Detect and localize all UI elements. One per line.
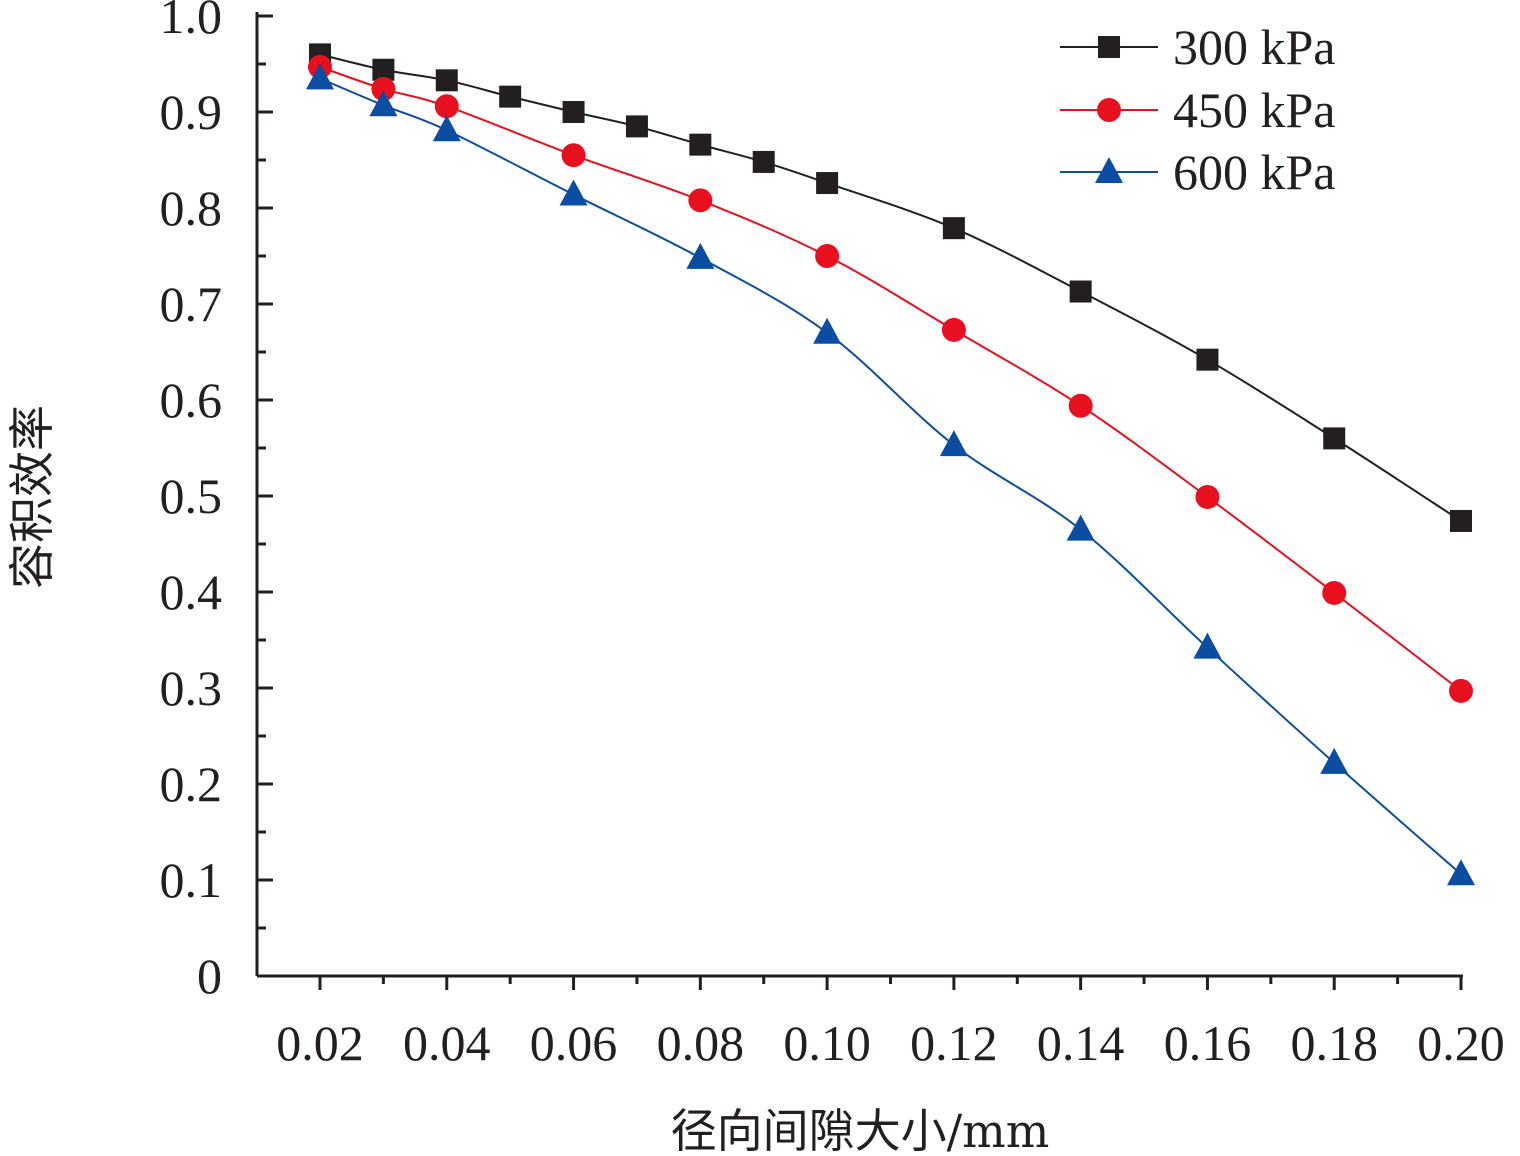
x-tick-label: 0.18	[1290, 1015, 1378, 1071]
data-point-450-kpa	[371, 76, 396, 101]
data-point-300-kpa	[562, 101, 585, 123]
legend-label: 600 kPa	[1173, 144, 1336, 200]
x-tick-label: 0.08	[657, 1015, 745, 1071]
data-point-450-kpa	[1322, 580, 1347, 605]
data-point-300-kpa	[435, 69, 458, 92]
data-point-300-kpa	[1196, 348, 1219, 371]
x-tick-label: 0.04	[403, 1015, 491, 1071]
series-line-300-kpa	[319, 53, 1462, 522]
y-axis-title: 容积效率	[5, 405, 59, 589]
y-tick-label: 0.2	[160, 756, 223, 812]
data-point-450-kpa	[1068, 393, 1093, 418]
data-point-450-kpa	[941, 317, 966, 342]
data-point-600-kpa	[1193, 632, 1222, 659]
data-point-450-kpa	[434, 94, 459, 119]
legend-label: 450 kPa	[1173, 82, 1336, 138]
data-point-600-kpa	[1066, 514, 1095, 541]
plot-area	[306, 43, 1475, 886]
x-tick-label: 0.10	[783, 1015, 871, 1071]
x-tick-label: 0.14	[1037, 1015, 1125, 1071]
x-tick-label: 0.02	[276, 1015, 364, 1071]
data-point-300-kpa	[625, 115, 648, 138]
y-tick-label: 0.8	[160, 180, 223, 236]
series-300-kpa	[309, 43, 1472, 532]
y-tick-label: 1.0	[160, 0, 223, 44]
y-tick-label: 0.7	[160, 276, 223, 332]
data-point-450-kpa	[561, 143, 586, 168]
data-point-300-kpa	[942, 217, 965, 240]
data-point-450-kpa	[1449, 678, 1473, 703]
data-point-450-kpa	[1195, 484, 1220, 509]
series-600-kpa	[306, 63, 1475, 886]
x-tick-label: 0.12	[910, 1015, 998, 1071]
legend: 300 kPa 450 kPa 600 kPa	[1060, 19, 1336, 200]
data-point-600-kpa	[559, 179, 588, 206]
x-tick-label: 0.16	[1164, 1015, 1252, 1071]
y-tick-label: 0.5	[160, 468, 223, 524]
data-point-600-kpa	[369, 90, 398, 117]
data-point-450-kpa	[815, 244, 840, 268]
data-point-600-kpa	[1447, 859, 1475, 886]
y-axis-ticks: 0 0.1 0.2 0.3 0.4 0.5 0.6 0.7 0.8 0.9 1.0	[160, 0, 273, 1004]
data-point-300-kpa	[752, 150, 775, 173]
x-axis-title: 径向间隙大小/mm	[671, 1104, 1050, 1156]
data-point-450-kpa	[688, 188, 713, 213]
data-point-600-kpa	[306, 63, 334, 90]
data-point-300-kpa	[1450, 509, 1472, 532]
data-point-300-kpa	[499, 85, 522, 108]
axes	[255, 12, 1463, 978]
y-tick-label: 0.9	[160, 84, 223, 140]
y-tick-label: 0.6	[160, 372, 223, 428]
data-point-300-kpa	[372, 58, 395, 81]
legend-marker	[1098, 36, 1120, 58]
data-point-600-kpa	[1320, 747, 1349, 774]
y-tick-label: 0	[197, 948, 222, 1004]
x-tick-label: 0.20	[1417, 1015, 1505, 1071]
legend-label: 300 kPa	[1173, 19, 1336, 75]
data-point-300-kpa	[816, 172, 839, 195]
x-axis-ticks: 0.02 0.04 0.06 0.08 0.10 0.12 0.14 0.16 0.18 0.20	[276, 976, 1505, 1071]
data-point-300-kpa	[1069, 280, 1092, 303]
legend-marker	[1097, 98, 1121, 122]
y-tick-label: 0.4	[160, 564, 223, 620]
data-point-600-kpa	[813, 317, 842, 344]
data-point-600-kpa	[686, 242, 715, 269]
data-point-300-kpa	[689, 133, 712, 156]
data-point-600-kpa	[432, 115, 461, 142]
legend-marker	[1095, 157, 1123, 183]
y-tick-label: 0.1	[160, 852, 223, 908]
data-point-600-kpa	[939, 430, 968, 457]
y-tick-label: 0.3	[160, 660, 223, 716]
data-point-300-kpa	[1323, 427, 1346, 450]
x-tick-label: 0.06	[530, 1015, 618, 1071]
